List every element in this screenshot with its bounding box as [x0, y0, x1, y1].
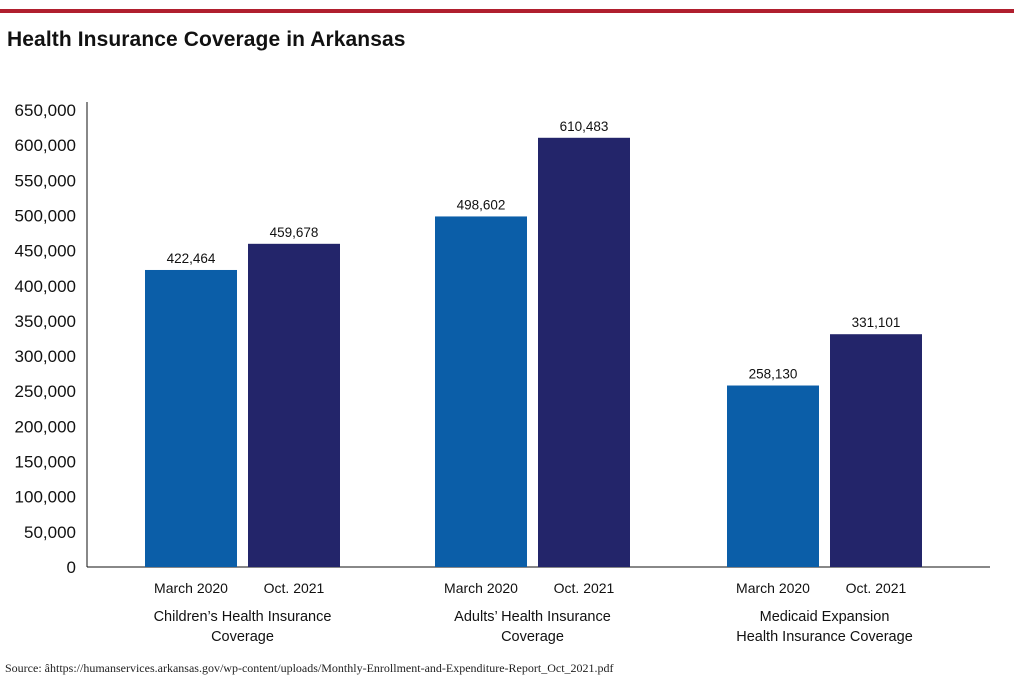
top-accent-rule: [0, 9, 1014, 13]
bar: [248, 243, 340, 567]
bar: [538, 137, 630, 567]
chart-title: Health Insurance Coverage in Arkansas: [7, 28, 406, 51]
y-tick-label: 200,000: [15, 417, 76, 436]
data-label: 459,678: [270, 225, 319, 240]
bar: [727, 385, 819, 567]
category-label: Health Insurance Coverage: [736, 629, 913, 645]
bar: [145, 269, 237, 567]
source-note: Source: âhttps://humanservices.arkansas.…: [5, 661, 614, 675]
y-tick-label: 550,000: [15, 171, 76, 190]
category-label: Coverage: [501, 629, 564, 645]
data-label: 331,101: [852, 315, 901, 330]
y-tick-label: 600,000: [15, 136, 76, 155]
x-tick-label: March 2020: [736, 580, 810, 596]
bar: [830, 334, 922, 567]
data-label: 422,464: [167, 251, 216, 266]
y-tick-label: 400,000: [15, 277, 76, 296]
x-tick-label: Oct. 2021: [554, 580, 615, 596]
data-label: 258,130: [749, 367, 798, 382]
data-label: 610,483: [560, 119, 609, 134]
y-tick-label: 50,000: [24, 523, 76, 542]
y-tick-label: 350,000: [15, 312, 76, 331]
x-tick-label: Oct. 2021: [846, 580, 907, 596]
category-label: Adults’ Health Insurance: [454, 609, 611, 625]
x-tick-label: March 2020: [444, 580, 518, 596]
y-tick-label: 250,000: [15, 382, 76, 401]
y-tick-label: 450,000: [15, 242, 76, 261]
category-label: Coverage: [211, 629, 274, 645]
y-tick-label: 300,000: [15, 347, 76, 366]
x-tick-label: March 2020: [154, 580, 228, 596]
category-label: Medicaid Expansion: [760, 609, 890, 625]
data-label: 498,602: [457, 197, 506, 212]
y-tick-label: 100,000: [15, 488, 76, 507]
category-label: Children’s Health Insurance: [154, 609, 332, 625]
y-tick-label: 150,000: [15, 453, 76, 472]
bar: [435, 216, 527, 567]
y-tick-label: 650,000: [15, 101, 76, 120]
y-tick-label: 0: [67, 558, 76, 577]
x-tick-label: Oct. 2021: [264, 580, 325, 596]
y-tick-label: 500,000: [15, 206, 76, 225]
